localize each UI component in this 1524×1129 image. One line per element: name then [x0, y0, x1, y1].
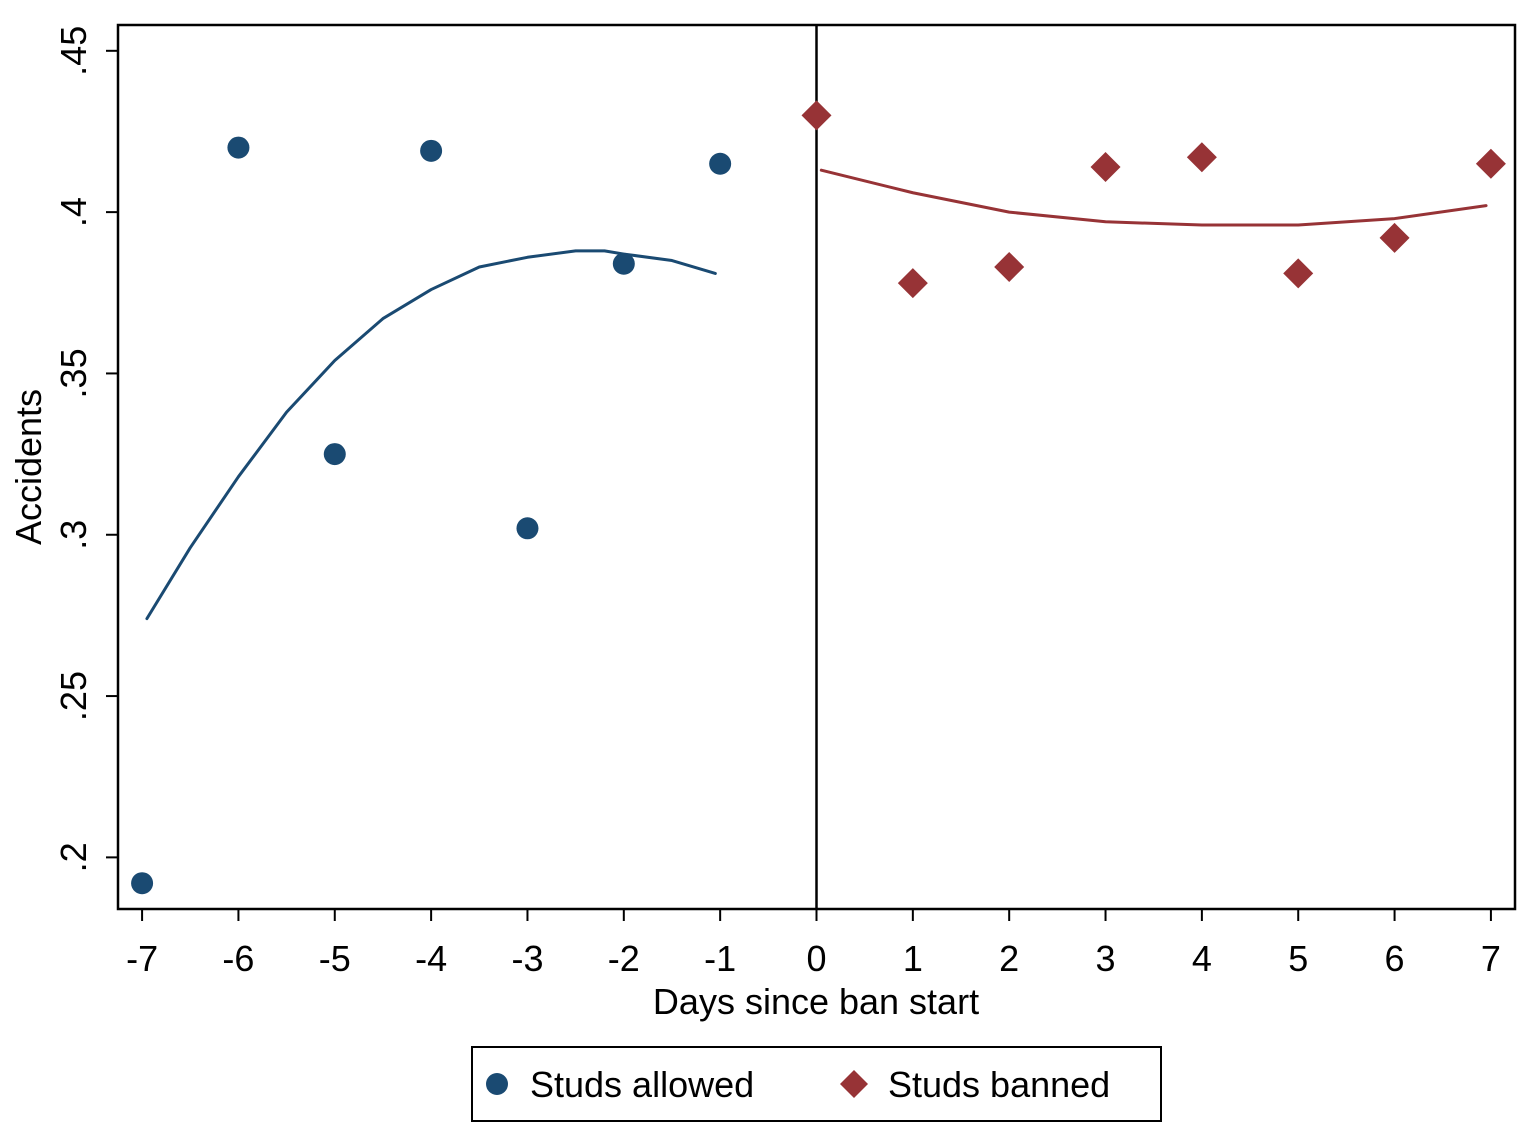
point-studs-allowed: [516, 517, 539, 540]
legend: Studs allowed Studs banned: [471, 1046, 1162, 1122]
point-studs-banned: [1186, 142, 1217, 173]
y-tick-label: .2: [53, 842, 94, 872]
legend-marker-studs-allowed: [486, 1073, 508, 1095]
y-tick-label: .4: [53, 197, 94, 227]
y-axis-title: Accidents: [8, 389, 49, 545]
legend-box: [471, 1046, 1162, 1122]
x-tick-label: -2: [608, 938, 640, 979]
y-axis: .2 .25 .3 .35 .4 .45: [53, 26, 118, 872]
legend-label-studs-allowed: Studs allowed: [530, 1064, 754, 1105]
fit-line-studs-banned: [819, 168, 1488, 227]
point-studs-allowed: [227, 136, 250, 159]
point-studs-allowed: [131, 872, 154, 895]
point-studs-banned: [801, 100, 832, 131]
point-studs-banned: [994, 251, 1025, 282]
y-tick-label: .35: [53, 348, 94, 398]
x-tick-label: 5: [1288, 938, 1308, 979]
point-studs-allowed: [420, 139, 443, 162]
x-tick-label: 3: [1096, 938, 1116, 979]
x-tick-label: -7: [126, 938, 158, 979]
point-studs-allowed: [612, 252, 635, 275]
x-tick-label: -5: [319, 938, 351, 979]
point-studs-allowed: [709, 152, 732, 175]
x-tick-label: 6: [1385, 938, 1405, 979]
x-tick-label: 7: [1481, 938, 1501, 979]
point-studs-banned: [1475, 148, 1506, 179]
point-studs-allowed: [323, 443, 346, 466]
point-studs-banned: [897, 268, 928, 299]
x-tick-label: -3: [511, 938, 543, 979]
legend-marker-studs-banned: [840, 1070, 868, 1098]
x-tick-label: -6: [222, 938, 254, 979]
point-studs-banned: [1283, 258, 1314, 289]
point-studs-banned: [1379, 222, 1410, 253]
x-tick-label: 4: [1192, 938, 1212, 979]
y-tick-label: .3: [53, 520, 94, 550]
x-tick-label: 1: [903, 938, 923, 979]
data-points-layer: [131, 100, 1506, 895]
x-tick-label: 0: [806, 938, 826, 979]
x-tick-label: 2: [999, 938, 1019, 979]
x-tick-label: -4: [415, 938, 447, 979]
x-tick-label: -1: [704, 938, 736, 979]
legend-label-studs-banned: Studs banned: [888, 1064, 1110, 1105]
y-tick-label: .45: [53, 26, 94, 76]
point-studs-banned: [1090, 151, 1121, 182]
x-axis: -7 -6 -5 -4 -3 -2 -1 0 1 2 3 4 5 6 7: [126, 909, 1501, 979]
x-axis-title: Days since ban start: [653, 981, 979, 1022]
y-tick-label: .25: [53, 671, 94, 721]
